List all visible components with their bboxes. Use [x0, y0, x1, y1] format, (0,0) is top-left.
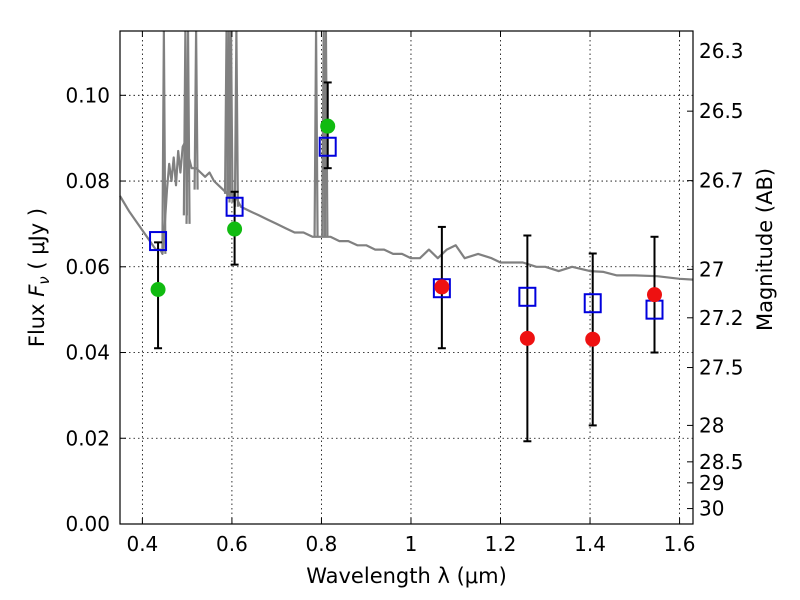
- y-tick-label: 0.00: [65, 512, 110, 536]
- model-square-marker: [518, 286, 537, 307]
- magnitude-axis-label: Magnitude (AB): [753, 168, 777, 331]
- magnitude-tick-label: 29: [699, 471, 724, 495]
- magnitude-tick-label: 28.5: [699, 450, 744, 474]
- model-square-marker: [225, 196, 244, 217]
- model-square-marker: [583, 293, 602, 314]
- observed-circle-marker: [150, 282, 166, 298]
- magnitude-tick-label: 28: [699, 413, 724, 437]
- sed-model-layer: [119, 30, 694, 281]
- sed-emission-line: [185, 30, 191, 224]
- observed-circle-marker: [320, 118, 336, 134]
- y-axis-label-symbol: F: [25, 284, 49, 297]
- model-square-marker: [318, 136, 337, 157]
- magnitude-tick-label: 27.2: [699, 306, 744, 330]
- y-axis-label-lead: Flux: [25, 297, 49, 347]
- y-axis-label: Flux Fν ( μJy ): [25, 208, 53, 347]
- x-tick-label: 1.6: [664, 532, 696, 556]
- x-tick-label: 0.6: [216, 532, 248, 556]
- observed-circle-marker: [647, 287, 663, 303]
- observed-circle-marker: [585, 331, 601, 347]
- sed-curve: [119, 141, 694, 281]
- y-axis-label-subscript: ν: [35, 276, 53, 284]
- y-tick-label: 0.10: [65, 83, 110, 107]
- model-square-marker: [149, 231, 168, 252]
- magnitude-tick-label: 26.7: [699, 169, 744, 193]
- x-tick-label: 1.4: [574, 532, 606, 556]
- x-tick-label: 0.4: [126, 532, 158, 556]
- sed-emission-line: [193, 30, 199, 190]
- sed-emission-line: [233, 30, 239, 207]
- y-axis-label-unit: ( μJy ): [25, 208, 49, 276]
- grid-lines: [120, 31, 693, 525]
- y-tick-label: 0.02: [65, 426, 110, 450]
- magnitude-tick-label: 27: [699, 257, 724, 281]
- sed-emission-line: [313, 30, 319, 237]
- data-markers: [149, 118, 664, 347]
- x-tick-label: 0.8: [306, 532, 338, 556]
- magnitude-tick-label: 27.5: [699, 356, 744, 380]
- magnitude-tick-label: 26.3: [699, 39, 744, 63]
- y-tick-label: 0.08: [65, 169, 110, 193]
- magnitude-tick-label: 30: [699, 497, 724, 521]
- model-square-marker: [432, 278, 451, 299]
- x-tick-label: 1.2: [485, 532, 517, 556]
- sed-emission-line: [161, 30, 167, 254]
- y-tick-label: 0.06: [65, 255, 110, 279]
- x-axis-label: Wavelength λ (μm): [306, 564, 507, 588]
- observed-circle-marker: [434, 279, 450, 295]
- observed-circle-marker: [519, 330, 535, 346]
- x-tick-label: 1: [405, 532, 418, 556]
- magnitude-tick-label: 26.5: [699, 99, 744, 123]
- plot-frame: [119, 30, 694, 525]
- y-tick-label: 0.04: [65, 341, 110, 365]
- axis-ticks: 0.4 0.6 0.8 1 1.2 1.4 1.6 0.00 0.02 0.04 0.06 0.08 0…: [65, 31, 744, 556]
- observed-circle-marker: [227, 221, 243, 237]
